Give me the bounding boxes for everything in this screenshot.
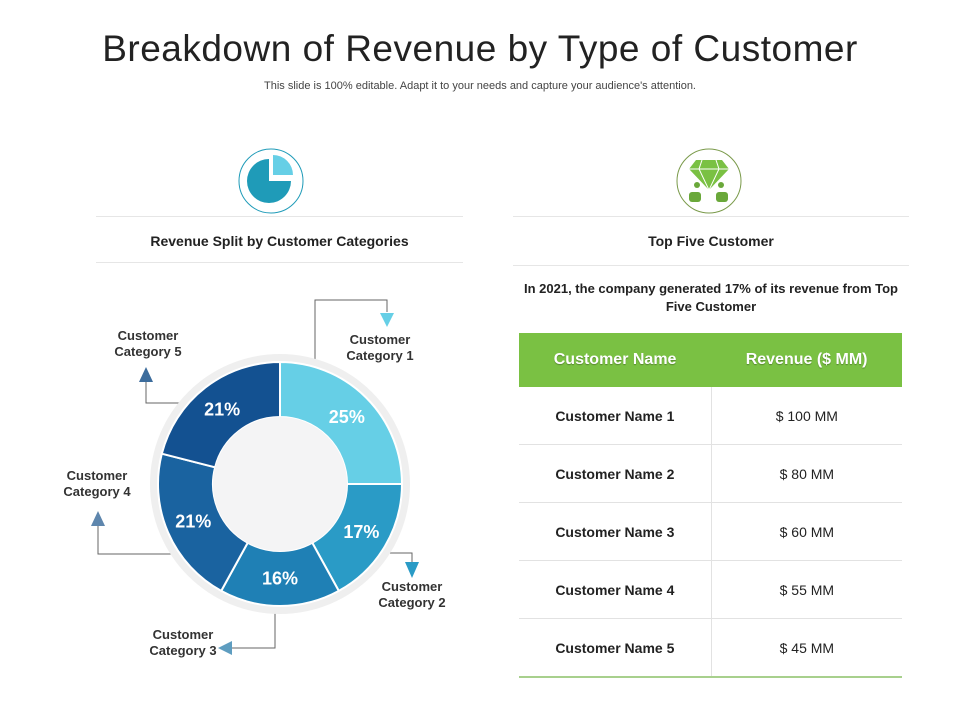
customer-name: Customer Name 4 xyxy=(519,560,712,619)
col-header-name: Customer Name xyxy=(519,333,712,387)
category-label-4: Customer Category 4 xyxy=(63,468,131,499)
category-label-5: Customer Category 5 xyxy=(114,328,182,359)
arrow-2 xyxy=(405,562,419,578)
category-label-2: Customer Category 2 xyxy=(378,579,446,610)
customer-name: Customer Name 2 xyxy=(519,444,712,503)
table-row: Customer Name 3 $ 60 MM xyxy=(519,502,902,561)
table-row: Customer Name 4 $ 55 MM xyxy=(519,560,902,619)
revenue: $ 60 MM xyxy=(711,502,902,561)
arrow-3 xyxy=(218,641,232,655)
divider xyxy=(513,265,909,266)
leader-line-4 xyxy=(97,525,180,555)
leader-line-3 xyxy=(232,605,276,649)
subtitle: This slide is 100% editable. Adapt it to… xyxy=(264,80,696,92)
leader-line-1 xyxy=(314,299,388,362)
divider xyxy=(513,216,909,217)
revenue: $ 100 MM xyxy=(711,387,902,445)
summary-note: In 2021, the company generated 17% of it… xyxy=(524,281,898,314)
table-row: Customer Name 1 $ 100 MM xyxy=(519,387,902,445)
table-row: Customer Name 2 $ 80 MM xyxy=(519,444,902,503)
arrow-1 xyxy=(380,313,394,327)
slice-value-label-3: 16% xyxy=(262,569,298,589)
table-row: Customer Name 5 $ 45 MM xyxy=(519,618,902,678)
top-customers-table: Customer Name Revenue ($ MM) Customer Nam… xyxy=(519,333,902,678)
customer-name: Customer Name 5 xyxy=(519,618,712,678)
customer-name: Customer Name 1 xyxy=(519,387,712,445)
diamond-customers-icon xyxy=(676,148,742,214)
left-heading: Revenue Split by Customer Categories xyxy=(150,233,409,249)
customer-name: Customer Name 3 xyxy=(519,502,712,561)
col-header-revenue: Revenue ($ MM) xyxy=(711,333,902,387)
arrow-4 xyxy=(91,511,105,526)
arrow-5 xyxy=(139,367,153,382)
slice-value-label-1: 25% xyxy=(329,407,365,427)
donut-hole xyxy=(213,417,347,551)
revenue: $ 80 MM xyxy=(711,444,902,503)
revenue: $ 45 MM xyxy=(711,618,902,678)
category-label-1: Customer Category 1 xyxy=(346,332,414,363)
divider xyxy=(96,216,463,217)
category-label-3: Customer Category 3 xyxy=(149,627,217,658)
leader-line-5 xyxy=(145,382,185,404)
slice-value-label-5: 21% xyxy=(204,399,240,419)
divider xyxy=(96,262,463,263)
leader-line-2 xyxy=(382,552,413,562)
slice-value-label-4: 21% xyxy=(175,512,211,532)
page-title: Breakdown of Revenue by Type of Customer xyxy=(102,28,858,69)
revenue: $ 55 MM xyxy=(711,560,902,619)
pie-chart-icon xyxy=(238,148,304,214)
slice-value-label-2: 17% xyxy=(343,522,379,542)
right-heading: Top Five Customer xyxy=(648,233,774,249)
